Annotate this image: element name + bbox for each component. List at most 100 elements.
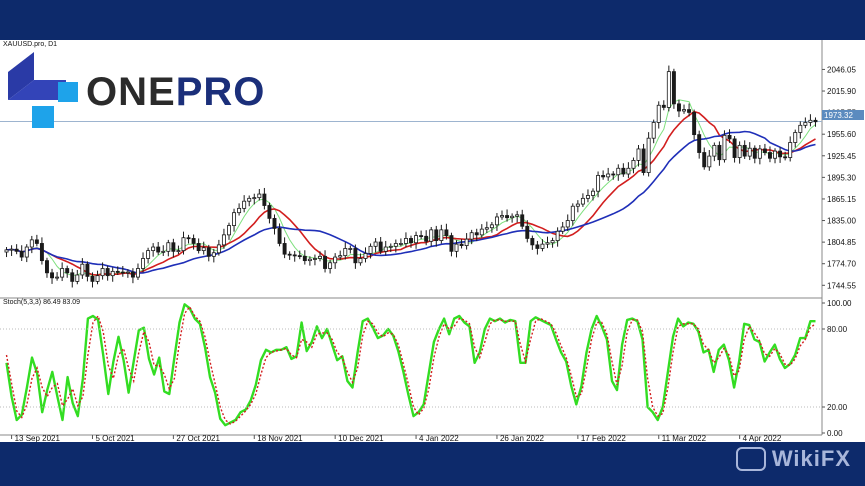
candle-body-bull — [484, 227, 489, 230]
onepro-logo-text: ONEPRO — [86, 70, 265, 115]
candlestick — [277, 223, 282, 247]
time-tick-label: 4 Jan 2022 — [419, 434, 459, 442]
candlestick — [201, 241, 206, 255]
candlestick — [707, 150, 712, 171]
candle-body-bull — [393, 243, 398, 247]
candlestick — [216, 239, 221, 256]
candlestick — [474, 228, 479, 241]
candle-body-bear — [39, 243, 44, 262]
candle-body-bear — [783, 156, 788, 159]
candle-body-bull — [247, 197, 252, 202]
candlestick — [409, 235, 413, 248]
candlestick — [671, 68, 676, 109]
candlestick — [232, 208, 237, 232]
candle-body-bear — [520, 214, 525, 227]
candlestick — [328, 259, 333, 274]
candle-body-bull — [479, 228, 484, 236]
candlestick — [161, 245, 166, 256]
candlestick — [687, 103, 692, 117]
candlestick — [429, 226, 434, 247]
candle-body-bull — [626, 167, 631, 175]
candle-body-bear — [302, 255, 307, 262]
time-tick-label: 17 Feb 2022 — [581, 434, 626, 442]
candle-body-bull — [257, 193, 262, 199]
candlestick — [596, 171, 601, 198]
candlestick — [606, 167, 611, 181]
candle-body-bear — [50, 272, 54, 279]
candle-body-bear — [687, 109, 692, 113]
stoch-signal-line — [5, 305, 816, 425]
candle-body-bear — [262, 193, 267, 206]
candle-body-bull — [656, 104, 661, 123]
candle-body-bull — [596, 175, 601, 192]
candle-body-bull — [227, 225, 231, 236]
candle-body-bear — [65, 268, 70, 274]
candlestick — [65, 265, 70, 278]
wikifx-watermark: WikiFX — [735, 446, 851, 472]
candle-body-bear — [768, 152, 772, 159]
stoch-tick-label: 100.00 — [827, 299, 852, 308]
candlestick — [580, 193, 585, 207]
candlestick — [778, 147, 783, 163]
candle-body-bull — [383, 246, 388, 252]
candle-body-bear — [621, 167, 626, 175]
candlestick — [702, 147, 707, 170]
candle-body-bear — [297, 255, 302, 258]
time-tick-label: 27 Oct 2021 — [176, 434, 220, 442]
candlestick — [434, 225, 439, 247]
symbol-label: XAUUSD.pro, D1 — [3, 41, 57, 48]
stoch-tick-label: 0.00 — [827, 429, 843, 438]
candle-body-bear — [171, 242, 176, 252]
time-tick-label: 26 Jan 2022 — [500, 434, 545, 442]
candlestick — [444, 223, 449, 240]
candle-body-bull — [560, 226, 565, 232]
candle-body-bear — [115, 270, 120, 273]
candlestick — [151, 243, 156, 257]
candle-body-bull — [100, 268, 105, 277]
candlestick — [272, 214, 277, 235]
candle-body-bull — [666, 71, 671, 108]
candle-body-bear — [535, 244, 540, 249]
candlestick — [80, 258, 85, 279]
candlestick — [803, 117, 808, 129]
candle-body-bear — [702, 152, 707, 168]
candle-body-bull — [181, 237, 186, 252]
candle-body-bull — [398, 243, 403, 245]
candlestick — [176, 245, 181, 255]
candlestick — [373, 238, 378, 253]
candle-body-bull — [808, 119, 813, 123]
candle-body-bull — [793, 132, 798, 143]
candlestick — [338, 250, 343, 260]
onepro-logo-mark — [8, 52, 78, 128]
candle-body-bear — [525, 225, 530, 239]
candle-body-bull — [464, 238, 469, 246]
candlestick — [171, 238, 176, 258]
candlestick — [560, 221, 565, 235]
candlestick — [500, 210, 504, 220]
candlestick — [520, 209, 525, 230]
candle-body-bear — [70, 272, 75, 282]
candlestick — [535, 240, 540, 255]
candle-body-bull — [363, 253, 368, 259]
candle-body-bear — [778, 150, 783, 158]
candle-body-bull — [707, 155, 712, 168]
candlestick — [585, 189, 590, 203]
candle-body-bull — [333, 256, 338, 264]
candle-body-bear — [282, 243, 287, 255]
candlestick — [722, 130, 727, 163]
candlestick — [333, 253, 338, 269]
candle-body-bear — [45, 260, 49, 274]
candle-body-bull — [500, 215, 504, 218]
candle-body-bear — [813, 119, 818, 123]
candlestick — [348, 245, 353, 254]
candle-body-bull — [722, 134, 727, 161]
time-tick-label: 11 Mar 2022 — [662, 434, 707, 442]
candle-body-bear — [762, 148, 767, 153]
candle-body-bull — [29, 239, 34, 248]
logo-text-one: ONE — [86, 70, 176, 114]
candle-body-bull — [606, 173, 611, 178]
candlestick — [19, 245, 24, 261]
candlestick — [75, 269, 80, 285]
candlestick — [651, 119, 656, 144]
